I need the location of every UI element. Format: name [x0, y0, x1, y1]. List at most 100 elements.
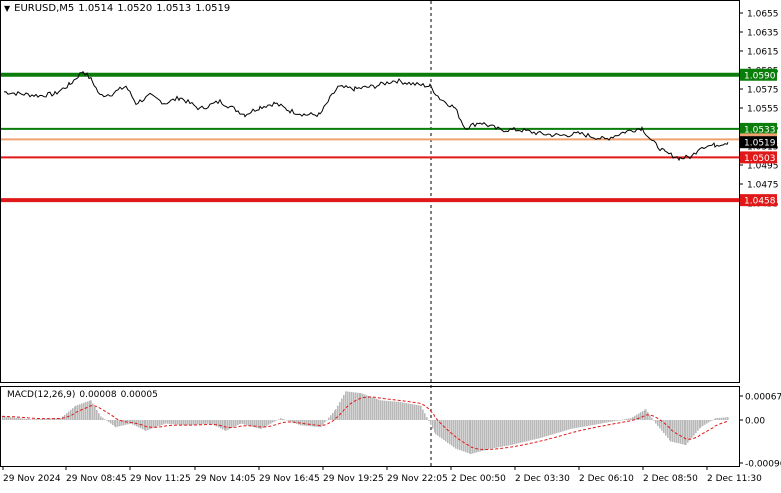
- macd-bar: [476, 420, 478, 453]
- macd-bar: [586, 420, 588, 427]
- macd-bar: [474, 420, 476, 453]
- macd-signal-line: [2, 396, 728, 451]
- macd-bar: [490, 420, 492, 449]
- horizontal-line-tag: [740, 151, 777, 164]
- macd-bar: [524, 420, 526, 442]
- macd-bar: [592, 420, 594, 426]
- macd-bar: [380, 400, 382, 420]
- macd-bar: [480, 420, 482, 452]
- macd-bar: [504, 420, 506, 447]
- macd-bar: [422, 409, 424, 420]
- macd-bar: [161, 420, 163, 426]
- macd-bar: [647, 412, 649, 420]
- macd-bar: [388, 401, 390, 420]
- macd-bar: [12, 417, 14, 420]
- macd-bar: [290, 420, 292, 422]
- macd-bar: [500, 420, 502, 447]
- time-label: 2 Dec 03:30: [515, 474, 570, 484]
- macd-bar: [562, 420, 564, 432]
- macd-bar: [183, 420, 185, 426]
- macd-bar: [4, 416, 6, 420]
- macd-bar: [441, 420, 443, 439]
- macd-bar: [239, 420, 241, 425]
- chart-header: ▼ EURUSD,M5 1.0514 1.0520 1.0513 1.0519: [4, 3, 230, 14]
- macd-bar: [453, 420, 455, 448]
- macd-bar: [370, 396, 372, 420]
- macd-bar: [171, 420, 173, 425]
- macd-bar: [142, 420, 144, 430]
- time-label: 2 Dec 11:30: [707, 474, 762, 484]
- macd-bar: [710, 420, 712, 422]
- macd-bar: [254, 420, 256, 428]
- macd-bar: [556, 420, 558, 434]
- macd-bar: [651, 417, 653, 420]
- macd-bar: [534, 420, 536, 440]
- macd-bar: [642, 411, 644, 420]
- macd-bar: [121, 420, 123, 426]
- macd-bar: [608, 420, 610, 423]
- macd-bar: [362, 393, 364, 420]
- macd-bar: [197, 420, 199, 425]
- macd-bar: [578, 420, 580, 428]
- macd-bar: [209, 420, 211, 424]
- macd-bar: [418, 405, 420, 420]
- macd-bar: [721, 417, 723, 420]
- macd-bar: [406, 403, 408, 420]
- macd-bar: [655, 420, 657, 424]
- macd-bar: [402, 402, 404, 420]
- macd-bar: [310, 420, 312, 427]
- macd-bar: [715, 418, 717, 420]
- macd-bar: [518, 420, 520, 444]
- price-tick-label: 1.0555: [747, 105, 779, 115]
- macd-bar: [657, 420, 659, 426]
- macd-bar: [100, 416, 102, 420]
- horizontal-line-label: 1.0590: [744, 71, 776, 81]
- macd-bar: [106, 420, 108, 421]
- macd-bar: [386, 400, 388, 420]
- macd-bar: [704, 420, 706, 425]
- macd-bar: [210, 420, 212, 424]
- macd-bar: [48, 418, 50, 420]
- macd-bar: [445, 420, 447, 442]
- macd-bar: [691, 420, 693, 438]
- macd-bar: [14, 417, 16, 420]
- macd-bar: [16, 417, 18, 420]
- macd-value: 0.00008: [79, 390, 117, 400]
- macd-bar: [20, 418, 22, 420]
- macd-bar: [400, 402, 402, 420]
- macd-bar: [108, 420, 110, 423]
- time-label: 29 Nov 19:25: [323, 474, 384, 484]
- macd-bar: [353, 392, 355, 420]
- macd-bar: [50, 418, 52, 420]
- macd-bar: [598, 420, 600, 424]
- macd-bar: [26, 418, 28, 420]
- macd-bar: [467, 420, 469, 453]
- macd-bar: [526, 420, 528, 442]
- macd-bar: [584, 420, 586, 427]
- macd-bar: [115, 420, 117, 428]
- macd-bar: [560, 420, 562, 432]
- macd-bar: [30, 419, 32, 420]
- macd-bar: [165, 420, 167, 424]
- macd-bar: [378, 399, 380, 420]
- macd-bar: [465, 420, 467, 453]
- macd-bar: [187, 420, 189, 426]
- macd-bar: [604, 420, 606, 423]
- macd-bar: [676, 420, 678, 443]
- macd-bar: [618, 420, 620, 421]
- triangle-down-icon[interactable]: ▼: [4, 4, 11, 13]
- macd-bar: [92, 403, 94, 420]
- macd-bar: [34, 419, 36, 420]
- macd-bar: [229, 420, 231, 429]
- macd-bar: [576, 420, 578, 428]
- macd-bar: [335, 409, 337, 420]
- macd-bar: [693, 420, 695, 436]
- price-tick-label: 1.0615: [747, 48, 779, 58]
- macd-bar: [610, 420, 612, 422]
- macd-bar: [242, 420, 244, 425]
- macd-bar: [167, 420, 169, 424]
- price-tick-label: 1.0475: [747, 181, 779, 191]
- macd-bar: [248, 420, 250, 426]
- macd-bar: [455, 420, 457, 449]
